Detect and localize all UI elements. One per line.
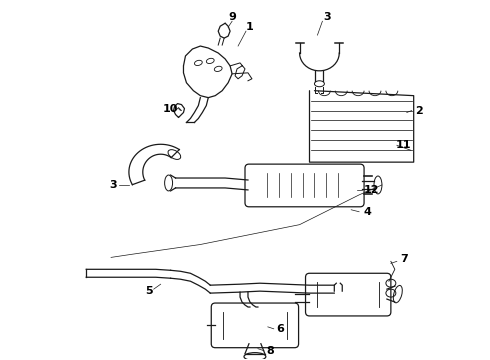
Text: 6: 6: [276, 324, 284, 334]
Text: 7: 7: [400, 255, 408, 264]
Text: 5: 5: [145, 286, 152, 296]
Text: 9: 9: [228, 12, 236, 22]
Text: 11: 11: [396, 140, 412, 150]
Text: 8: 8: [266, 346, 274, 356]
Text: 3: 3: [109, 180, 117, 190]
Text: 2: 2: [415, 105, 422, 116]
Text: 3: 3: [323, 12, 331, 22]
Text: 4: 4: [363, 207, 371, 217]
Text: 12: 12: [363, 185, 379, 195]
Text: 10: 10: [163, 104, 178, 113]
Text: 1: 1: [246, 22, 254, 32]
